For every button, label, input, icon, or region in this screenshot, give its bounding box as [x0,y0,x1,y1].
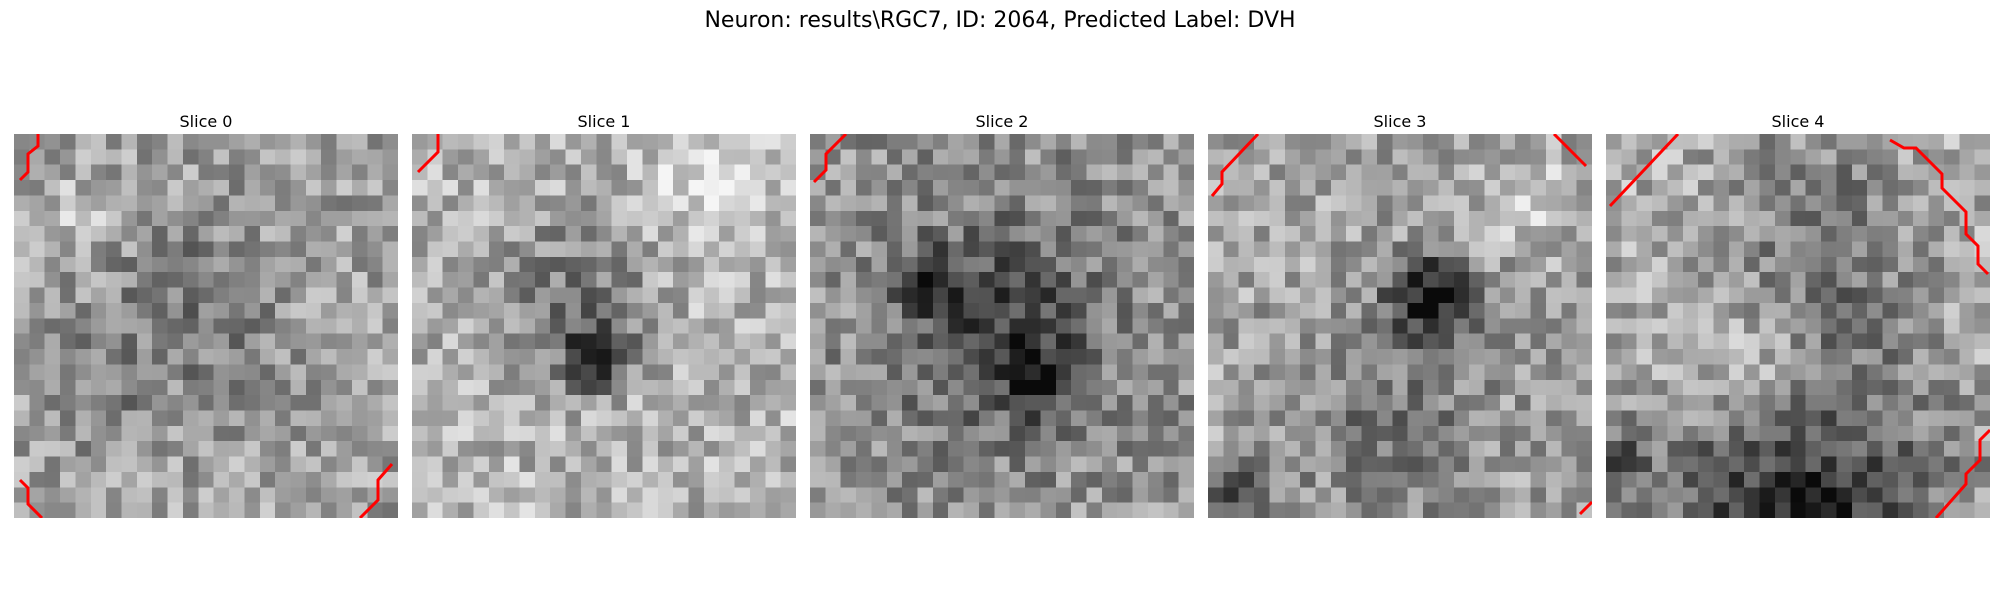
slice-panel-3: Slice 3 [1208,110,1592,518]
contour-lines [416,134,440,174]
slice-panel-0: Slice 0 [14,110,398,518]
contour-line [1578,500,1592,516]
contour-line [416,134,440,174]
slice-image [1208,134,1592,518]
contour-lines [18,134,394,518]
contour-line [1210,134,1260,197]
slice-image [412,134,796,518]
slice-title: Slice 2 [975,112,1029,131]
slice-image [14,134,398,518]
contour-line [18,134,40,182]
slice-image [810,134,1194,518]
contour-line [1934,428,1990,518]
slice-panel-2: Slice 2 [810,110,1194,518]
contour-lines [1210,134,1592,516]
slice-title: Slice 1 [577,112,631,131]
slice-title: Slice 3 [1373,112,1427,131]
contour-line [358,463,394,518]
slice-title: Slice 0 [179,112,233,131]
contour-line [1552,134,1588,168]
slice-title: Slice 4 [1771,112,1825,131]
contour-line [812,134,848,184]
contour-lines [812,134,848,184]
contour-line [1889,138,1990,276]
slice-panel-4: Slice 4 [1606,110,1990,518]
contour-lines [1608,134,1990,518]
contour-line [18,478,44,518]
slice-panel-1: Slice 1 [412,110,796,518]
contour-line [1608,134,1680,208]
slice-image [1606,134,1990,518]
figure-title: Neuron: results\RGC7, ID: 2064, Predicte… [704,8,1296,33]
